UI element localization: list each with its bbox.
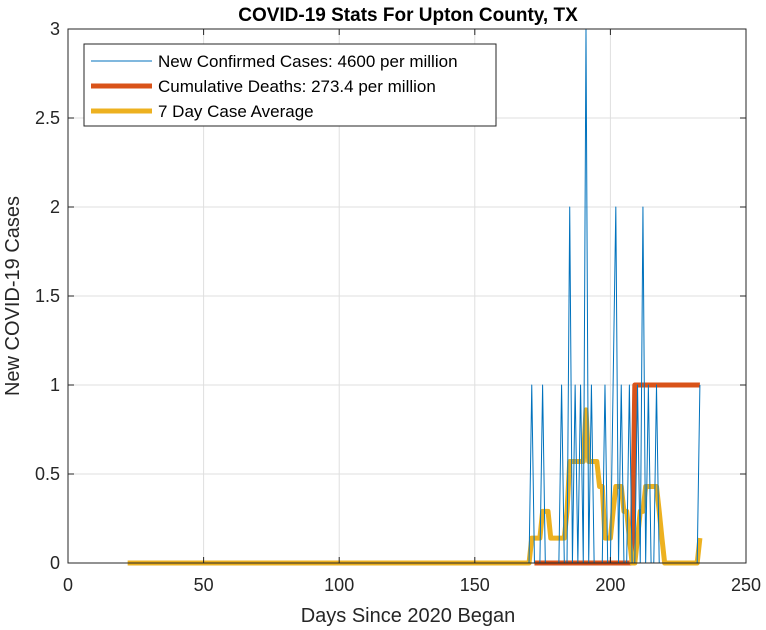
y-axis-label: New COVID-19 Cases bbox=[2, 196, 24, 396]
y-tick-label: 2 bbox=[50, 197, 60, 217]
chart-title: COVID-19 Stats For Upton County, TX bbox=[238, 5, 578, 26]
y-tick-label: 1 bbox=[50, 375, 60, 395]
legend-label: 7 Day Case Average bbox=[158, 102, 314, 121]
ticks: 0 50 100 150 200 250 0 0.5 1 1.5 2 2.5 3 bbox=[35, 19, 761, 595]
legend: New Confirmed Cases: 4600 per million Cum… bbox=[83, 43, 497, 127]
legend-label: Cumulative Deaths: 273.4 per million bbox=[158, 77, 436, 96]
y-tick-label: 1.5 bbox=[35, 286, 60, 306]
x-tick-label: 200 bbox=[595, 575, 625, 595]
y-tick-label: 0.5 bbox=[35, 464, 60, 484]
x-tick-label: 50 bbox=[194, 575, 214, 595]
y-tick-label: 3 bbox=[50, 19, 60, 39]
y-tick-label: 2.5 bbox=[35, 108, 60, 128]
x-axis-label: Days Since 2020 Began bbox=[301, 605, 516, 627]
x-tick-label: 0 bbox=[63, 575, 73, 595]
legend-box bbox=[83, 43, 497, 127]
y-tick-label: 0 bbox=[50, 553, 60, 573]
legend-label: New Confirmed Cases: 4600 per million bbox=[158, 52, 458, 71]
x-tick-label: 250 bbox=[731, 575, 761, 595]
x-tick-label: 100 bbox=[324, 575, 354, 595]
x-tick-label: 150 bbox=[460, 575, 490, 595]
